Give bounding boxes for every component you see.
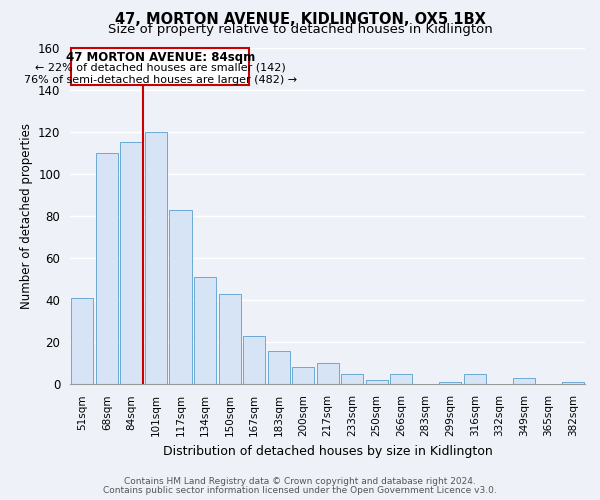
Text: Contains public sector information licensed under the Open Government Licence v3: Contains public sector information licen…	[103, 486, 497, 495]
Bar	[512, 378, 535, 384]
Text: ← 22% of detached houses are smaller (142): ← 22% of detached houses are smaller (14…	[35, 63, 286, 73]
Bar	[121, 142, 143, 384]
Bar	[145, 132, 167, 384]
Text: 47 MORTON AVENUE: 84sqm: 47 MORTON AVENUE: 84sqm	[65, 50, 255, 64]
Bar	[292, 368, 314, 384]
Text: 47, MORTON AVENUE, KIDLINGTON, OX5 1BX: 47, MORTON AVENUE, KIDLINGTON, OX5 1BX	[115, 12, 485, 28]
Bar	[243, 336, 265, 384]
Bar	[317, 364, 338, 384]
X-axis label: Distribution of detached houses by size in Kidlington: Distribution of detached houses by size …	[163, 444, 493, 458]
Text: Contains HM Land Registry data © Crown copyright and database right 2024.: Contains HM Land Registry data © Crown c…	[124, 477, 476, 486]
Bar	[71, 298, 94, 384]
Bar	[218, 294, 241, 384]
Bar	[365, 380, 388, 384]
Bar	[390, 374, 412, 384]
Y-axis label: Number of detached properties: Number of detached properties	[20, 123, 32, 309]
Bar	[562, 382, 584, 384]
Bar	[96, 153, 118, 384]
Text: Size of property relative to detached houses in Kidlington: Size of property relative to detached ho…	[107, 22, 493, 36]
Bar	[341, 374, 363, 384]
Bar	[268, 350, 290, 384]
Text: 76% of semi-detached houses are larger (482) →: 76% of semi-detached houses are larger (…	[24, 75, 297, 85]
Bar	[169, 210, 191, 384]
FancyBboxPatch shape	[71, 48, 249, 86]
Bar	[194, 277, 216, 384]
Bar	[439, 382, 461, 384]
Bar	[464, 374, 486, 384]
